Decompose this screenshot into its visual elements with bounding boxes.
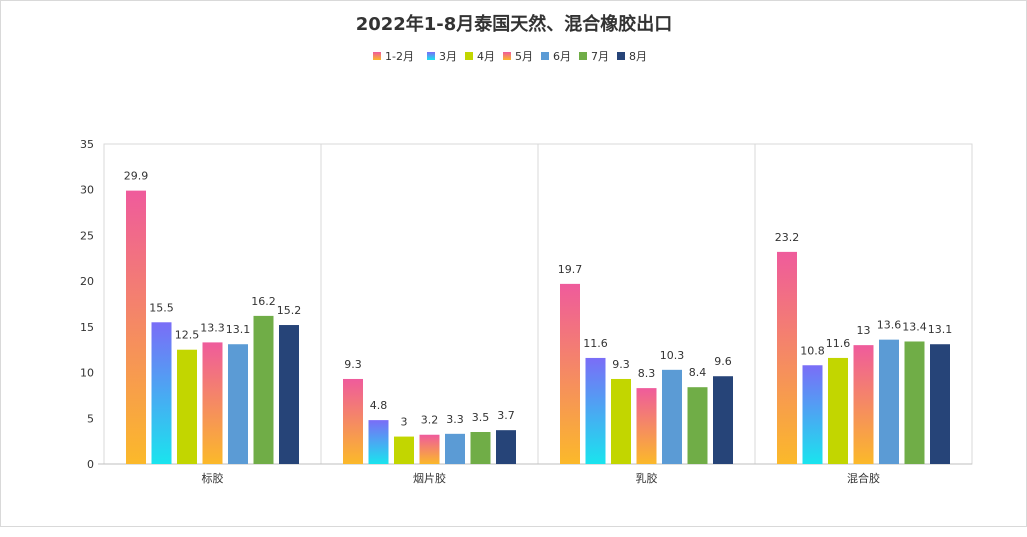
data-label: 3.5 bbox=[472, 411, 490, 424]
data-label: 15.2 bbox=[277, 304, 302, 317]
legend-item[interactable]: 3月 bbox=[427, 50, 457, 63]
data-label: 8.3 bbox=[638, 367, 656, 380]
bar[interactable] bbox=[126, 190, 146, 464]
bar[interactable] bbox=[802, 365, 823, 464]
bar[interactable] bbox=[879, 339, 899, 464]
bar[interactable] bbox=[228, 344, 248, 464]
legend-item[interactable]: 5月 bbox=[503, 50, 533, 63]
bar[interactable] bbox=[445, 433, 465, 464]
data-label: 10.8 bbox=[800, 344, 825, 357]
bar[interactable] bbox=[853, 345, 874, 464]
legend-item[interactable]: 7月 bbox=[579, 50, 609, 63]
bar[interactable] bbox=[151, 322, 172, 464]
bar[interactable] bbox=[904, 341, 925, 464]
bar[interactable] bbox=[496, 430, 516, 464]
y-tick-label: 15 bbox=[80, 321, 94, 334]
data-label: 3 bbox=[401, 416, 408, 429]
y-tick-label: 25 bbox=[80, 229, 94, 242]
bar[interactable] bbox=[662, 369, 682, 464]
y-tick-label: 10 bbox=[80, 367, 94, 380]
x-category-label: 烟片胶 bbox=[413, 471, 446, 485]
bar[interactable] bbox=[713, 376, 733, 464]
data-label: 13 bbox=[857, 324, 871, 337]
bar[interactable] bbox=[202, 342, 223, 464]
data-label: 3.3 bbox=[446, 413, 464, 426]
data-label: 12.5 bbox=[175, 329, 200, 342]
data-label: 10.3 bbox=[660, 349, 685, 362]
data-label: 9.3 bbox=[612, 358, 630, 371]
data-label: 19.7 bbox=[558, 263, 583, 276]
legend-swatch bbox=[579, 52, 587, 60]
data-label: 13.4 bbox=[902, 320, 927, 333]
bar[interactable] bbox=[279, 325, 299, 464]
data-label: 4.8 bbox=[370, 399, 388, 412]
data-label: 11.6 bbox=[583, 337, 608, 350]
data-label: 3.2 bbox=[421, 414, 439, 427]
bar[interactable] bbox=[470, 432, 491, 464]
legend: 1-2月 3月 4月 5月 6月 7月 8月 bbox=[373, 50, 647, 63]
legend-swatch bbox=[503, 52, 511, 60]
data-label: 9.6 bbox=[714, 355, 732, 368]
y-tick-label: 5 bbox=[87, 412, 94, 425]
bar[interactable] bbox=[930, 344, 950, 464]
x-category-label: 乳胶 bbox=[636, 471, 658, 485]
data-label: 11.6 bbox=[826, 337, 851, 350]
legend-item[interactable]: 6月 bbox=[541, 50, 571, 63]
legend-swatch bbox=[373, 52, 381, 60]
bar[interactable] bbox=[687, 387, 708, 464]
x-category-label: 混合胶 bbox=[847, 471, 880, 485]
data-label: 29.9 bbox=[124, 170, 149, 183]
bar[interactable] bbox=[343, 378, 363, 464]
data-label: 13.3 bbox=[200, 321, 225, 334]
legend-label: 1-2月 bbox=[385, 50, 414, 63]
x-category-label: 标胶 bbox=[202, 471, 224, 485]
data-label: 3.7 bbox=[497, 409, 515, 422]
legend-item[interactable]: 8月 bbox=[617, 50, 647, 63]
data-label: 13.1 bbox=[928, 323, 953, 336]
bar[interactable] bbox=[611, 378, 631, 464]
legend-label: 4月 bbox=[477, 50, 495, 63]
y-tick-label: 35 bbox=[80, 138, 94, 151]
legend-item[interactable]: 4月 bbox=[465, 50, 495, 63]
legend-label: 5月 bbox=[515, 50, 533, 63]
data-label: 9.3 bbox=[344, 358, 362, 371]
data-label: 15.5 bbox=[149, 301, 174, 314]
bar[interactable] bbox=[636, 388, 657, 464]
data-label: 23.2 bbox=[775, 231, 800, 244]
legend-label: 3月 bbox=[439, 50, 457, 63]
chart-title: 2022年1-8月泰国天然、混合橡胶出口 bbox=[356, 13, 673, 35]
bar[interactable] bbox=[177, 349, 197, 464]
legend-swatch bbox=[541, 52, 549, 60]
legend-label: 8月 bbox=[629, 50, 647, 63]
data-label: 8.4 bbox=[689, 366, 707, 379]
legend-label: 7月 bbox=[591, 50, 609, 63]
bar[interactable] bbox=[253, 315, 274, 464]
legend-swatch bbox=[465, 52, 473, 60]
bar[interactable] bbox=[777, 251, 797, 464]
bar[interactable] bbox=[368, 420, 389, 464]
data-label: 13.6 bbox=[877, 319, 902, 332]
y-tick-label: 0 bbox=[87, 458, 94, 471]
data-label: 16.2 bbox=[251, 295, 276, 308]
y-tick-label: 30 bbox=[80, 184, 94, 197]
legend-swatch bbox=[617, 52, 625, 60]
legend-item[interactable]: 1-2月 bbox=[373, 50, 414, 63]
legend-swatch bbox=[427, 52, 435, 60]
y-tick-label: 20 bbox=[80, 275, 94, 288]
bar[interactable] bbox=[560, 283, 580, 464]
bar[interactable] bbox=[394, 436, 414, 464]
bar[interactable] bbox=[828, 357, 848, 464]
bar[interactable] bbox=[585, 357, 606, 464]
legend-label: 6月 bbox=[553, 50, 571, 63]
bar[interactable] bbox=[419, 434, 440, 464]
data-label: 13.1 bbox=[226, 323, 251, 336]
